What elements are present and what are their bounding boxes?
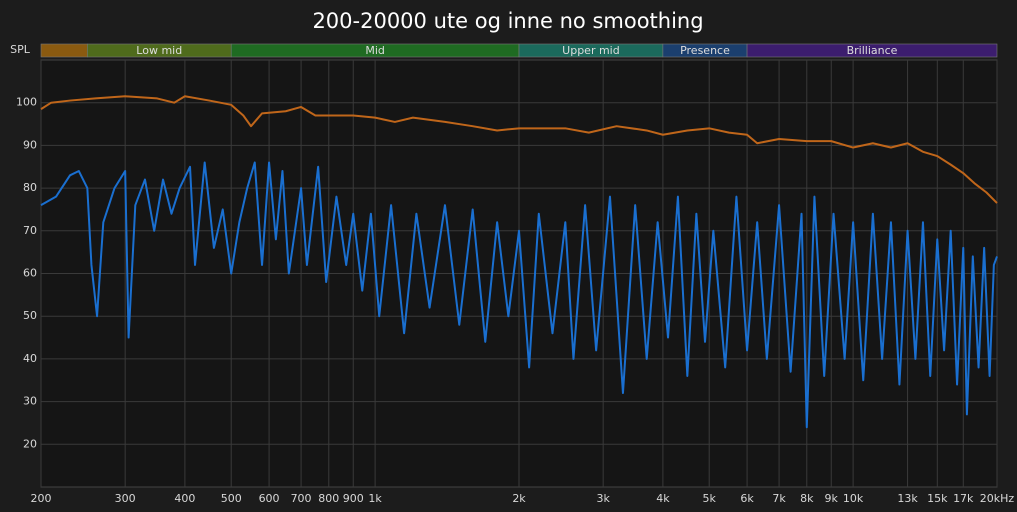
chart-title: 200-20000 ute og inne no smoothing xyxy=(312,9,703,33)
x-tick-label: 300 xyxy=(115,492,136,505)
x-tick-label: 6k xyxy=(740,492,754,505)
x-tick-label: 4k xyxy=(656,492,670,505)
x-tick-label: 200 xyxy=(31,492,52,505)
y-tick-label: 40 xyxy=(23,352,37,365)
band-label: Low mid xyxy=(136,44,182,57)
x-tick-label: 15k xyxy=(927,492,948,505)
band-label: Upper mid xyxy=(562,44,620,57)
x-tick-label: 2k xyxy=(512,492,526,505)
band xyxy=(746,43,998,58)
x-tick-label: 9k xyxy=(825,492,839,505)
y-tick-label: 60 xyxy=(23,267,37,280)
y-tick-label: 50 xyxy=(23,309,37,322)
series-line xyxy=(40,161,998,429)
x-tick-label: 8k xyxy=(800,492,814,505)
band-label: Brilliance xyxy=(847,44,898,57)
y-tick-label: 70 xyxy=(23,224,37,237)
x-tick-label: 500 xyxy=(221,492,242,505)
y-tick-label: 20 xyxy=(23,437,37,450)
y-tick-label: 80 xyxy=(23,181,37,194)
x-tick-label: 600 xyxy=(259,492,280,505)
band-label: Mid xyxy=(365,44,385,57)
x-tick-label: 3k xyxy=(596,492,610,505)
band-label: Presence xyxy=(680,44,730,57)
x-tick-label: 13k xyxy=(897,492,918,505)
x-tick-label: 800 xyxy=(318,492,339,505)
y-tick-label: 30 xyxy=(23,395,37,408)
x-tick-label: 900 xyxy=(343,492,364,505)
band xyxy=(40,43,88,58)
y-axis-label: SPL xyxy=(10,43,31,56)
x-tick-label: 7k xyxy=(772,492,786,505)
x-tick-label: 400 xyxy=(174,492,195,505)
x-tick-label: 5k xyxy=(703,492,717,505)
y-tick-label: 100 xyxy=(16,96,37,109)
x-tick-label: 1k xyxy=(368,492,382,505)
x-tick-label: 700 xyxy=(291,492,312,505)
y-tick-label: 90 xyxy=(23,138,37,151)
x-tick-label: 20kHz xyxy=(980,492,1015,505)
x-tick-label: 10k xyxy=(843,492,864,505)
series-line xyxy=(40,95,998,204)
x-tick-label: 17k xyxy=(953,492,974,505)
